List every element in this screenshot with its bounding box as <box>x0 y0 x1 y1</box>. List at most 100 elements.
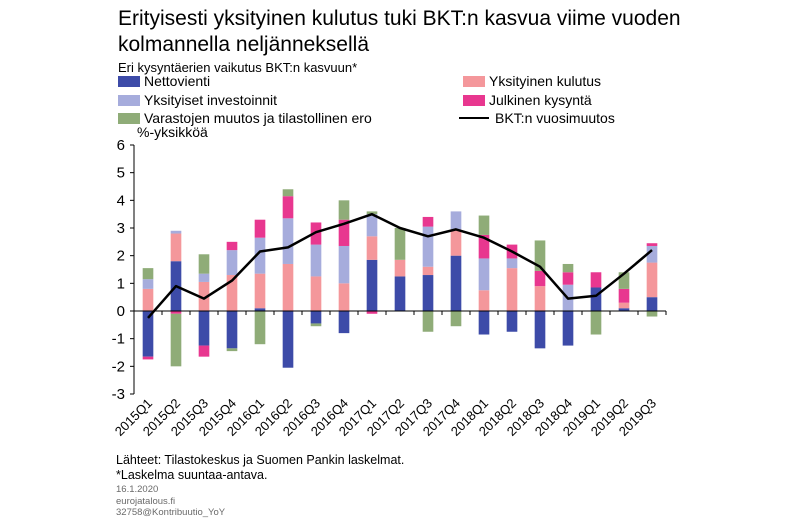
bar-net_exports <box>282 311 294 368</box>
legend-swatch <box>463 75 485 87</box>
bar-private_investment <box>254 237 266 274</box>
bar-private_investment <box>170 230 182 234</box>
bar-inventories <box>366 211 378 215</box>
bar-private_consumption <box>394 259 406 277</box>
bar-inventories <box>618 272 630 289</box>
bar-inventories <box>422 311 434 332</box>
y-tick-label: 1 <box>117 275 125 292</box>
bar-net_exports <box>394 276 406 311</box>
bar-inventories <box>394 228 406 260</box>
bar-private_consumption <box>254 273 266 309</box>
bar-net_exports <box>310 311 322 324</box>
y-tick-label: 5 <box>117 165 125 182</box>
bar-inventories <box>310 323 322 327</box>
bar-inventories <box>450 311 462 327</box>
bar-private_investment <box>338 245 350 284</box>
y-tick-label: 4 <box>117 192 125 209</box>
legend-item-net-exports: Nettovienti <box>118 72 210 90</box>
bar-private_investment <box>646 245 658 263</box>
bar-net_exports <box>142 311 154 357</box>
footnote-text: *Laskelma suuntaa-antava. <box>116 468 268 482</box>
bar-inventories <box>142 268 154 280</box>
y-tick-label: 3 <box>117 220 125 237</box>
bar-public_demand <box>590 272 602 288</box>
bar-private_consumption <box>506 268 518 311</box>
meta-info: 16.1.2020 eurojatalous.fi 32758@Kontribu… <box>116 484 225 519</box>
bar-public_demand <box>562 272 574 285</box>
bar-private_consumption <box>338 283 350 311</box>
legend-label: Varastojen muutos ja tilastollinen ero <box>144 110 372 126</box>
chart-title: Erityisesti yksityinen kulutus tuki BKT:… <box>118 7 681 56</box>
bar-net_exports <box>506 311 518 332</box>
bar-inventories <box>170 313 182 367</box>
bar-private_consumption <box>478 290 490 311</box>
bar-public_demand <box>366 311 378 314</box>
meta-site: eurojatalous.fi <box>116 495 176 507</box>
bar-private_consumption <box>198 281 210 311</box>
y-tick-label: -2 <box>112 358 125 375</box>
legend-label: Julkinen kysyntä <box>489 92 592 108</box>
legend-label: Yksityinen kulutus <box>489 73 602 89</box>
bar-private_consumption <box>618 302 630 309</box>
y-tick-label: 0 <box>117 303 125 320</box>
bar-private_consumption <box>170 233 182 262</box>
legend-swatch <box>118 94 140 106</box>
bar-private_consumption <box>422 266 434 276</box>
bar-net_exports <box>478 311 490 335</box>
bar-net_exports <box>646 297 658 311</box>
bar-private_investment <box>282 218 294 264</box>
bar-net_exports <box>366 259 378 311</box>
bar-private_investment <box>478 258 490 291</box>
bar-public_demand <box>534 270 546 287</box>
bar-inventories <box>226 348 238 352</box>
bar-net_exports <box>618 308 630 311</box>
bar-net_exports <box>534 311 546 349</box>
legend-item-gdp: BKT:n vuosimuutos <box>459 109 615 127</box>
bar-public_demand <box>282 196 294 219</box>
bar-public_demand <box>478 234 490 259</box>
sources-note: Lähteet: Tilastokeskus ja Suomen Pankin … <box>116 453 404 483</box>
bar-inventories <box>590 311 602 335</box>
legend-item-private-consumption: Yksityinen kulutus <box>463 72 601 90</box>
legend-swatch <box>118 112 140 124</box>
bar-net_exports <box>198 311 210 346</box>
bar-public_demand <box>226 241 238 251</box>
sources-text: Lähteet: Tilastokeskus ja Suomen Pankin … <box>116 453 405 467</box>
bar-public_demand <box>198 345 210 357</box>
chart-subtitle: Eri kysyntäerien vaikutus BKT:n kasvuun* <box>118 60 358 75</box>
bar-net_exports <box>590 287 602 311</box>
y-tick-label: 2 <box>117 248 125 265</box>
bar-public_demand <box>646 243 658 246</box>
legend-item-public-demand: Julkinen kysyntä <box>463 91 592 109</box>
bar-private_investment <box>506 258 518 269</box>
bar-private_consumption <box>282 263 294 311</box>
y-tick-label: -3 <box>112 386 125 403</box>
bar-private_investment <box>450 211 462 230</box>
legend-swatch <box>463 94 485 106</box>
bar-net_exports <box>422 275 434 311</box>
bar-net_exports <box>562 311 574 346</box>
legend-item-private-investment: Yksityiset investoinnit <box>118 91 277 109</box>
bar-private_consumption <box>366 236 378 260</box>
bar-inventories <box>282 189 294 197</box>
y-axis-unit: %-yksikköä <box>137 124 208 140</box>
bar-net_exports <box>450 255 462 311</box>
bar-public_demand <box>142 356 154 360</box>
legend-label: Yksityiset investoinnit <box>144 92 278 108</box>
legend-line-swatch <box>459 117 489 119</box>
legend-label: Nettovienti <box>144 73 211 89</box>
bar-inventories <box>338 200 350 220</box>
bar-public_demand <box>170 311 182 314</box>
bar-private_investment <box>310 244 322 277</box>
bar-private_consumption <box>450 229 462 256</box>
bar-net_exports <box>254 308 266 311</box>
bar-inventories <box>646 311 658 317</box>
bar-public_demand <box>618 288 630 303</box>
legend-swatch <box>118 75 140 87</box>
bar-private_consumption <box>310 276 322 311</box>
legend-label: BKT:n vuosimuutos <box>495 110 615 126</box>
bar-private_investment <box>226 250 238 276</box>
line-gdp <box>147 212 653 319</box>
meta-date: 16.1.2020 <box>116 484 159 495</box>
